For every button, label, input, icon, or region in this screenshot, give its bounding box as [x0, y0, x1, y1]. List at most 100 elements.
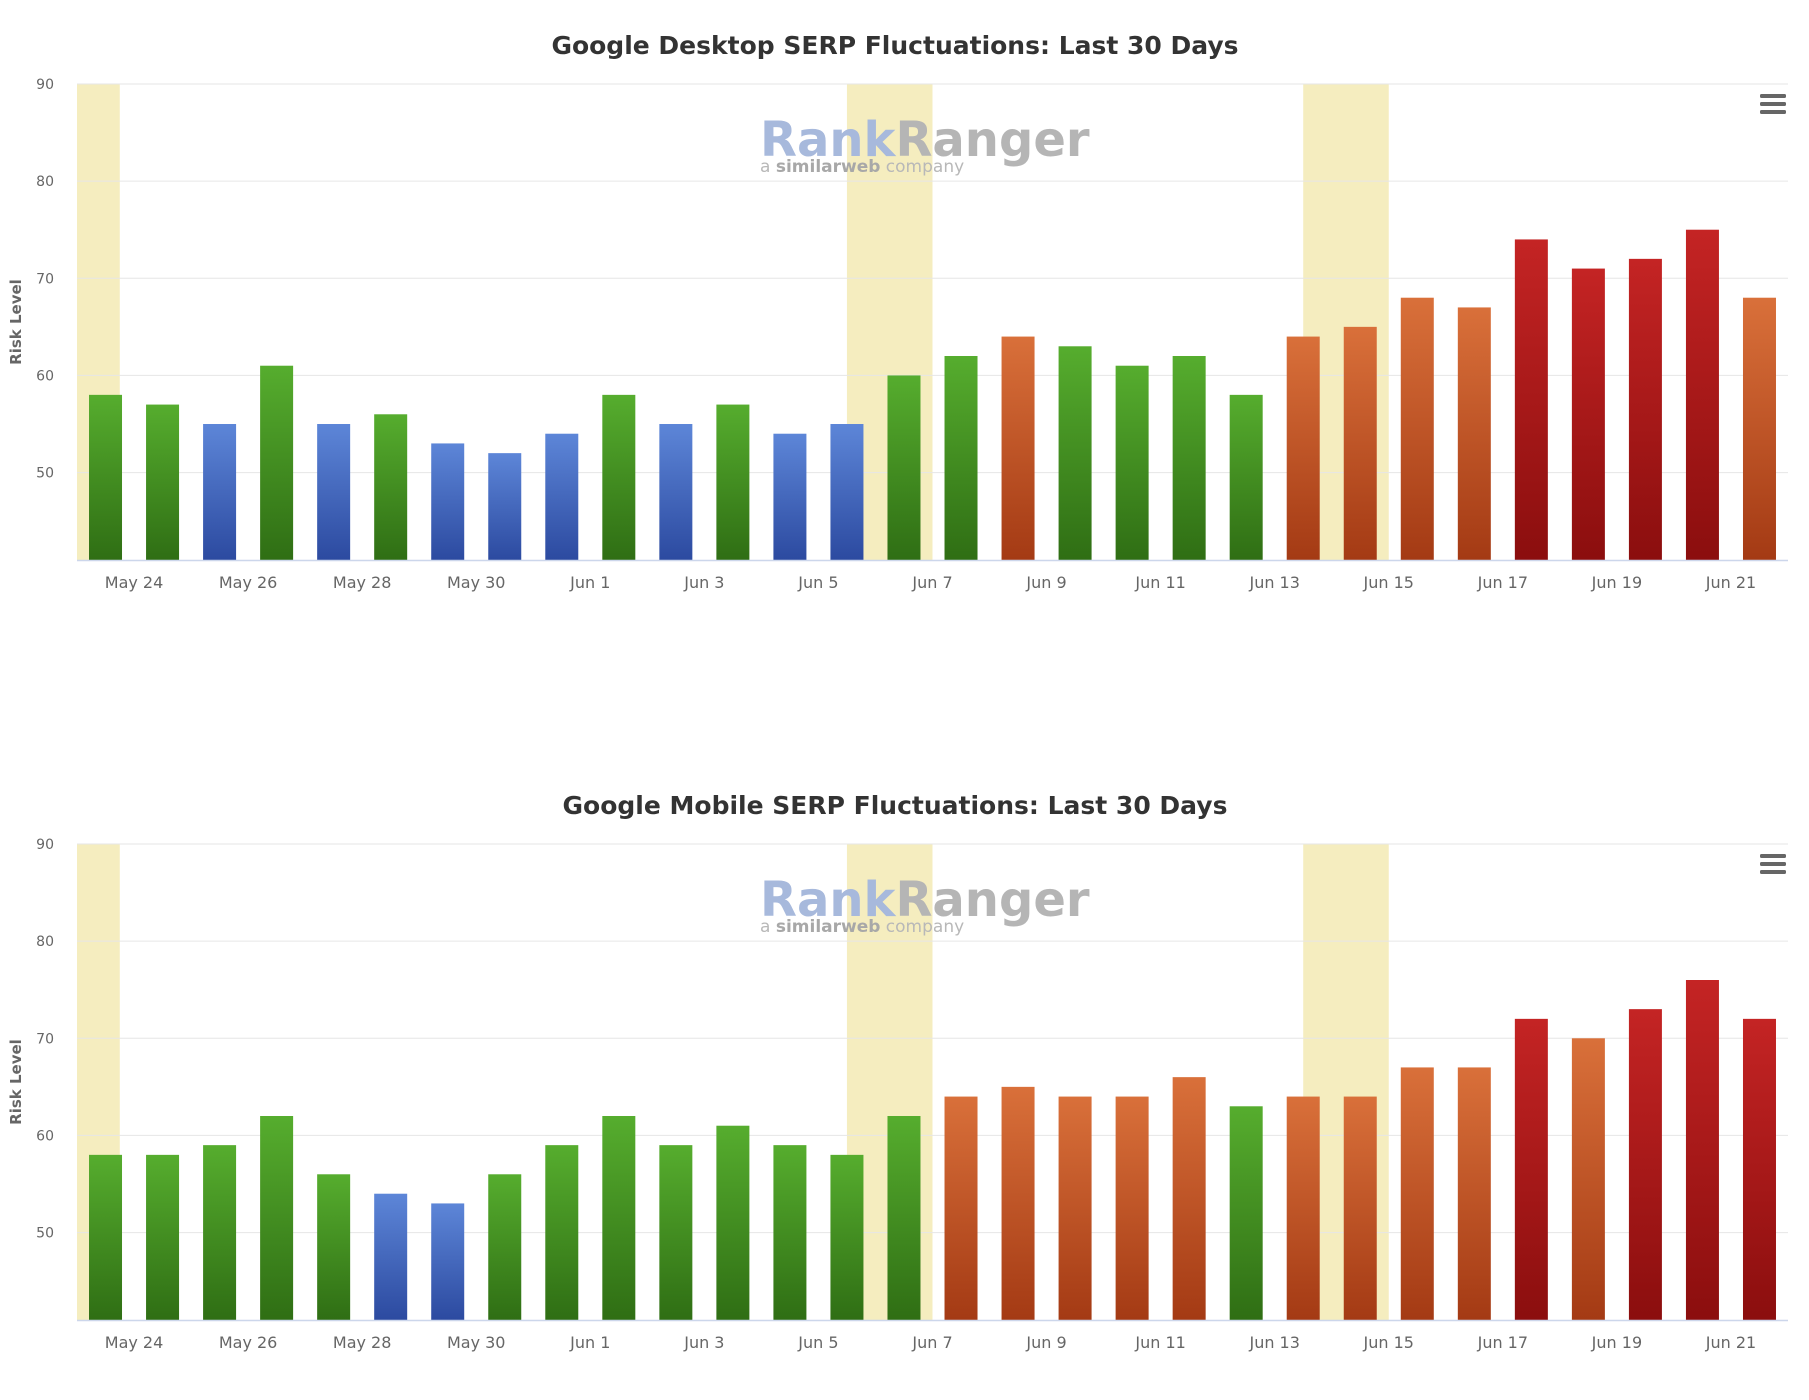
- bar-may-26[interactable]: [260, 365, 294, 560]
- y-tick-label: 80: [36, 934, 54, 950]
- x-tick-label: Jun 3: [683, 1333, 724, 1352]
- bar-jun-18[interactable]: [1571, 1038, 1605, 1320]
- bar-jun-16[interactable]: [1457, 307, 1491, 560]
- watermark-tagline-suffix: company: [880, 917, 964, 937]
- bar-jun-20[interactable]: [1685, 980, 1719, 1320]
- bar-may-23[interactable]: [89, 394, 123, 560]
- bar-jun-10[interactable]: [1115, 1096, 1149, 1320]
- grid-lines: [77, 843, 1788, 1234]
- bar-jun-6[interactable]: [887, 1116, 921, 1320]
- y-tick-label: 70: [36, 271, 54, 287]
- x-tick-label: May 28: [333, 573, 392, 592]
- x-tick-label: May 30: [447, 1333, 506, 1352]
- x-tick-label: Jun 5: [797, 1333, 838, 1352]
- x-tick-label: Jun 15: [1363, 573, 1414, 592]
- bar-jun-12[interactable]: [1229, 394, 1263, 560]
- bar-jun-20[interactable]: [1685, 229, 1719, 560]
- bar-series: [89, 980, 1776, 1320]
- x-tick-label: Jun 15: [1363, 1333, 1414, 1352]
- bar-may-31[interactable]: [545, 1145, 579, 1320]
- chart-title: Google Desktop SERP Fluctuations: Last 3…: [551, 31, 1238, 60]
- bar-jun-18[interactable]: [1571, 268, 1605, 560]
- x-tick-label: Jun 7: [911, 1333, 952, 1352]
- bar-jun-6[interactable]: [887, 375, 921, 560]
- bar-jun-12[interactable]: [1229, 1106, 1263, 1320]
- bar-may-31[interactable]: [545, 433, 579, 560]
- y-tick-label: 90: [36, 837, 54, 853]
- bar-jun-19[interactable]: [1628, 1009, 1662, 1320]
- bar-jun-8[interactable]: [1001, 1086, 1035, 1320]
- x-tick-label: Jun 1: [569, 1333, 610, 1352]
- svg-text:a similarweb company: a similarweb company: [760, 157, 964, 177]
- bar-jun-9[interactable]: [1058, 346, 1092, 560]
- bar-jun-5[interactable]: [830, 1154, 864, 1320]
- bar-jun-5[interactable]: [830, 424, 864, 560]
- x-tick-label: Jun 17: [1477, 1333, 1528, 1352]
- bar-jun-3[interactable]: [716, 404, 750, 560]
- bar-jun-7[interactable]: [944, 1096, 978, 1320]
- bar-jun-14[interactable]: [1343, 1096, 1377, 1320]
- bar-jun-3[interactable]: [716, 1125, 750, 1320]
- bar-may-24[interactable]: [146, 1154, 180, 1320]
- bar-jun-10[interactable]: [1115, 365, 1149, 560]
- bar-jun-14[interactable]: [1343, 326, 1377, 560]
- x-tick-label: Jun 9: [1025, 573, 1066, 592]
- bar-may-23[interactable]: [89, 1154, 123, 1320]
- y-axis-label: Risk Level: [7, 279, 25, 365]
- bar-jun-17[interactable]: [1514, 1018, 1548, 1320]
- bar-jun-4[interactable]: [773, 433, 807, 560]
- bar-may-30[interactable]: [488, 1174, 522, 1320]
- bar-jun-13[interactable]: [1286, 1096, 1320, 1320]
- bar-may-27[interactable]: [317, 1174, 351, 1320]
- bar-may-24[interactable]: [146, 404, 180, 560]
- bar-jun-16[interactable]: [1457, 1067, 1491, 1320]
- bar-jun-21[interactable]: [1742, 297, 1776, 560]
- bar-jun-2[interactable]: [659, 424, 693, 560]
- bar-jun-17[interactable]: [1514, 239, 1548, 560]
- y-tick-label: 50: [36, 466, 54, 482]
- watermark-tagline-prefix: a: [760, 917, 776, 937]
- desktop-chart-svg: 50 60 70 80 90 May 24 May 26 May 28 May 30 Jun 1…: [7, 31, 1790, 592]
- rankranger-watermark: RankRanger a similarweb company: [760, 872, 1090, 937]
- desktop-serp-chart: 50 60 70 80 90 May 24 May 26 May 28 May 30 Jun 1…: [0, 0, 1809, 640]
- bar-jun-15[interactable]: [1400, 297, 1434, 560]
- x-tick-label: May 30: [447, 573, 506, 592]
- watermark-tagline-prefix: a: [760, 157, 776, 177]
- bar-jun-11[interactable]: [1172, 1077, 1206, 1320]
- bar-jun-19[interactable]: [1628, 258, 1662, 560]
- bar-jun-2[interactable]: [659, 1145, 693, 1320]
- x-axis: May 24 May 26 May 28 May 30 Jun 1 Jun 3 Jun 5 J…: [77, 1319, 1788, 1352]
- x-tick-label: Jun 19: [1591, 1333, 1642, 1352]
- bar-may-25[interactable]: [203, 1145, 237, 1320]
- watermark-tagline-brand: similarweb: [776, 917, 881, 937]
- y-tick-label: 70: [36, 1031, 54, 1047]
- bar-may-29[interactable]: [431, 1203, 465, 1320]
- menu-icon[interactable]: [1750, 80, 1790, 130]
- bar-may-28[interactable]: [374, 1193, 408, 1320]
- rankranger-watermark: RankRanger a similarweb company: [760, 112, 1090, 177]
- bar-may-30[interactable]: [488, 453, 522, 560]
- bar-jun-1[interactable]: [602, 1116, 636, 1320]
- bar-jun-8[interactable]: [1001, 336, 1035, 560]
- y-tick-label: 60: [36, 368, 54, 384]
- x-tick-label: Jun 1: [569, 573, 610, 592]
- bar-may-29[interactable]: [431, 443, 465, 560]
- bar-series: [89, 229, 1776, 560]
- bar-jun-4[interactable]: [773, 1145, 807, 1320]
- bar-jun-11[interactable]: [1172, 356, 1206, 560]
- menu-icon[interactable]: [1750, 840, 1790, 890]
- y-axis-label: Risk Level: [7, 1039, 25, 1125]
- bar-may-25[interactable]: [203, 424, 237, 560]
- bar-jun-1[interactable]: [602, 394, 636, 560]
- bar-may-27[interactable]: [317, 424, 351, 560]
- x-tick-label: Jun 13: [1248, 573, 1299, 592]
- bar-jun-9[interactable]: [1058, 1096, 1092, 1320]
- bar-jun-7[interactable]: [944, 356, 978, 560]
- svg-text:RankRanger: RankRanger: [760, 112, 1090, 168]
- bar-jun-21[interactable]: [1742, 1018, 1776, 1320]
- mobile-serp-chart: 50 60 70 80 90 May 24 May 26 May 28 May 30 Jun 1…: [0, 760, 1809, 1400]
- bar-may-28[interactable]: [374, 414, 408, 560]
- bar-jun-15[interactable]: [1400, 1067, 1434, 1320]
- bar-may-26[interactable]: [260, 1116, 294, 1320]
- bar-jun-13[interactable]: [1286, 336, 1320, 560]
